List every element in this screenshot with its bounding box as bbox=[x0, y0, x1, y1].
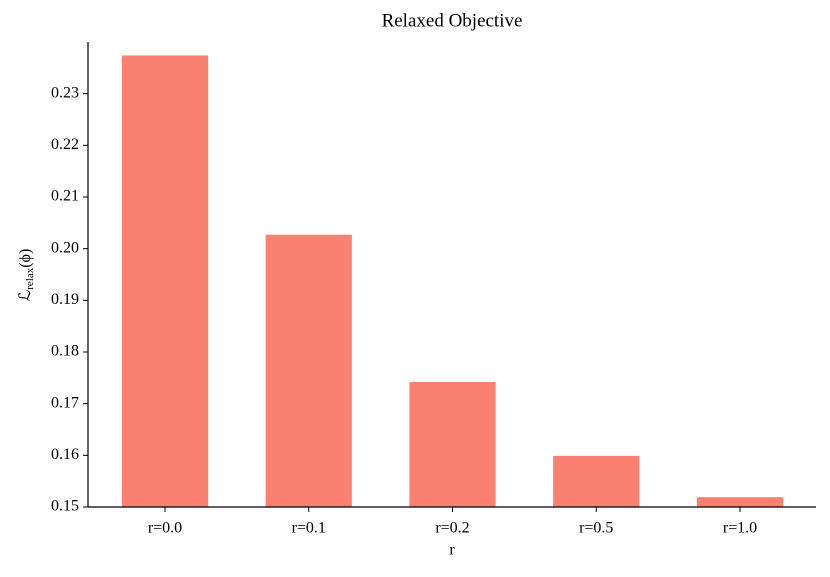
bar bbox=[265, 234, 352, 507]
y-tick-label: 0.16 bbox=[51, 446, 79, 463]
y-tick-label: 0.18 bbox=[51, 343, 79, 360]
y-tick-label: 0.21 bbox=[51, 188, 79, 205]
y-tick-label: 0.20 bbox=[51, 239, 79, 256]
x-tick-label: r=0.5 bbox=[579, 520, 613, 537]
y-label-tail: (ϕ) bbox=[17, 249, 34, 268]
x-axis-label: r bbox=[449, 542, 455, 559]
bar bbox=[409, 381, 496, 507]
x-tick-label: r=1.0 bbox=[723, 520, 757, 537]
x-tick-label: r=0.0 bbox=[148, 520, 182, 537]
chart-title: Relaxed Objective bbox=[382, 10, 523, 31]
x-tick-label: r=0.2 bbox=[435, 520, 469, 537]
y-tick-label: 0.17 bbox=[51, 394, 79, 411]
bar bbox=[121, 55, 209, 507]
y-label-sub: relax bbox=[24, 267, 36, 289]
bar bbox=[696, 497, 784, 507]
y-axis-label: ℒrelax(ϕ) bbox=[17, 249, 36, 302]
y-label-main: ℒ bbox=[17, 290, 34, 302]
x-tick-label: r=0.1 bbox=[292, 520, 326, 537]
y-tick-label: 0.19 bbox=[51, 291, 79, 308]
bar bbox=[553, 455, 640, 507]
y-tick-label: 0.23 bbox=[51, 84, 79, 101]
y-tick-label: 0.22 bbox=[51, 136, 79, 153]
y-tick-label: 0.15 bbox=[51, 498, 79, 515]
